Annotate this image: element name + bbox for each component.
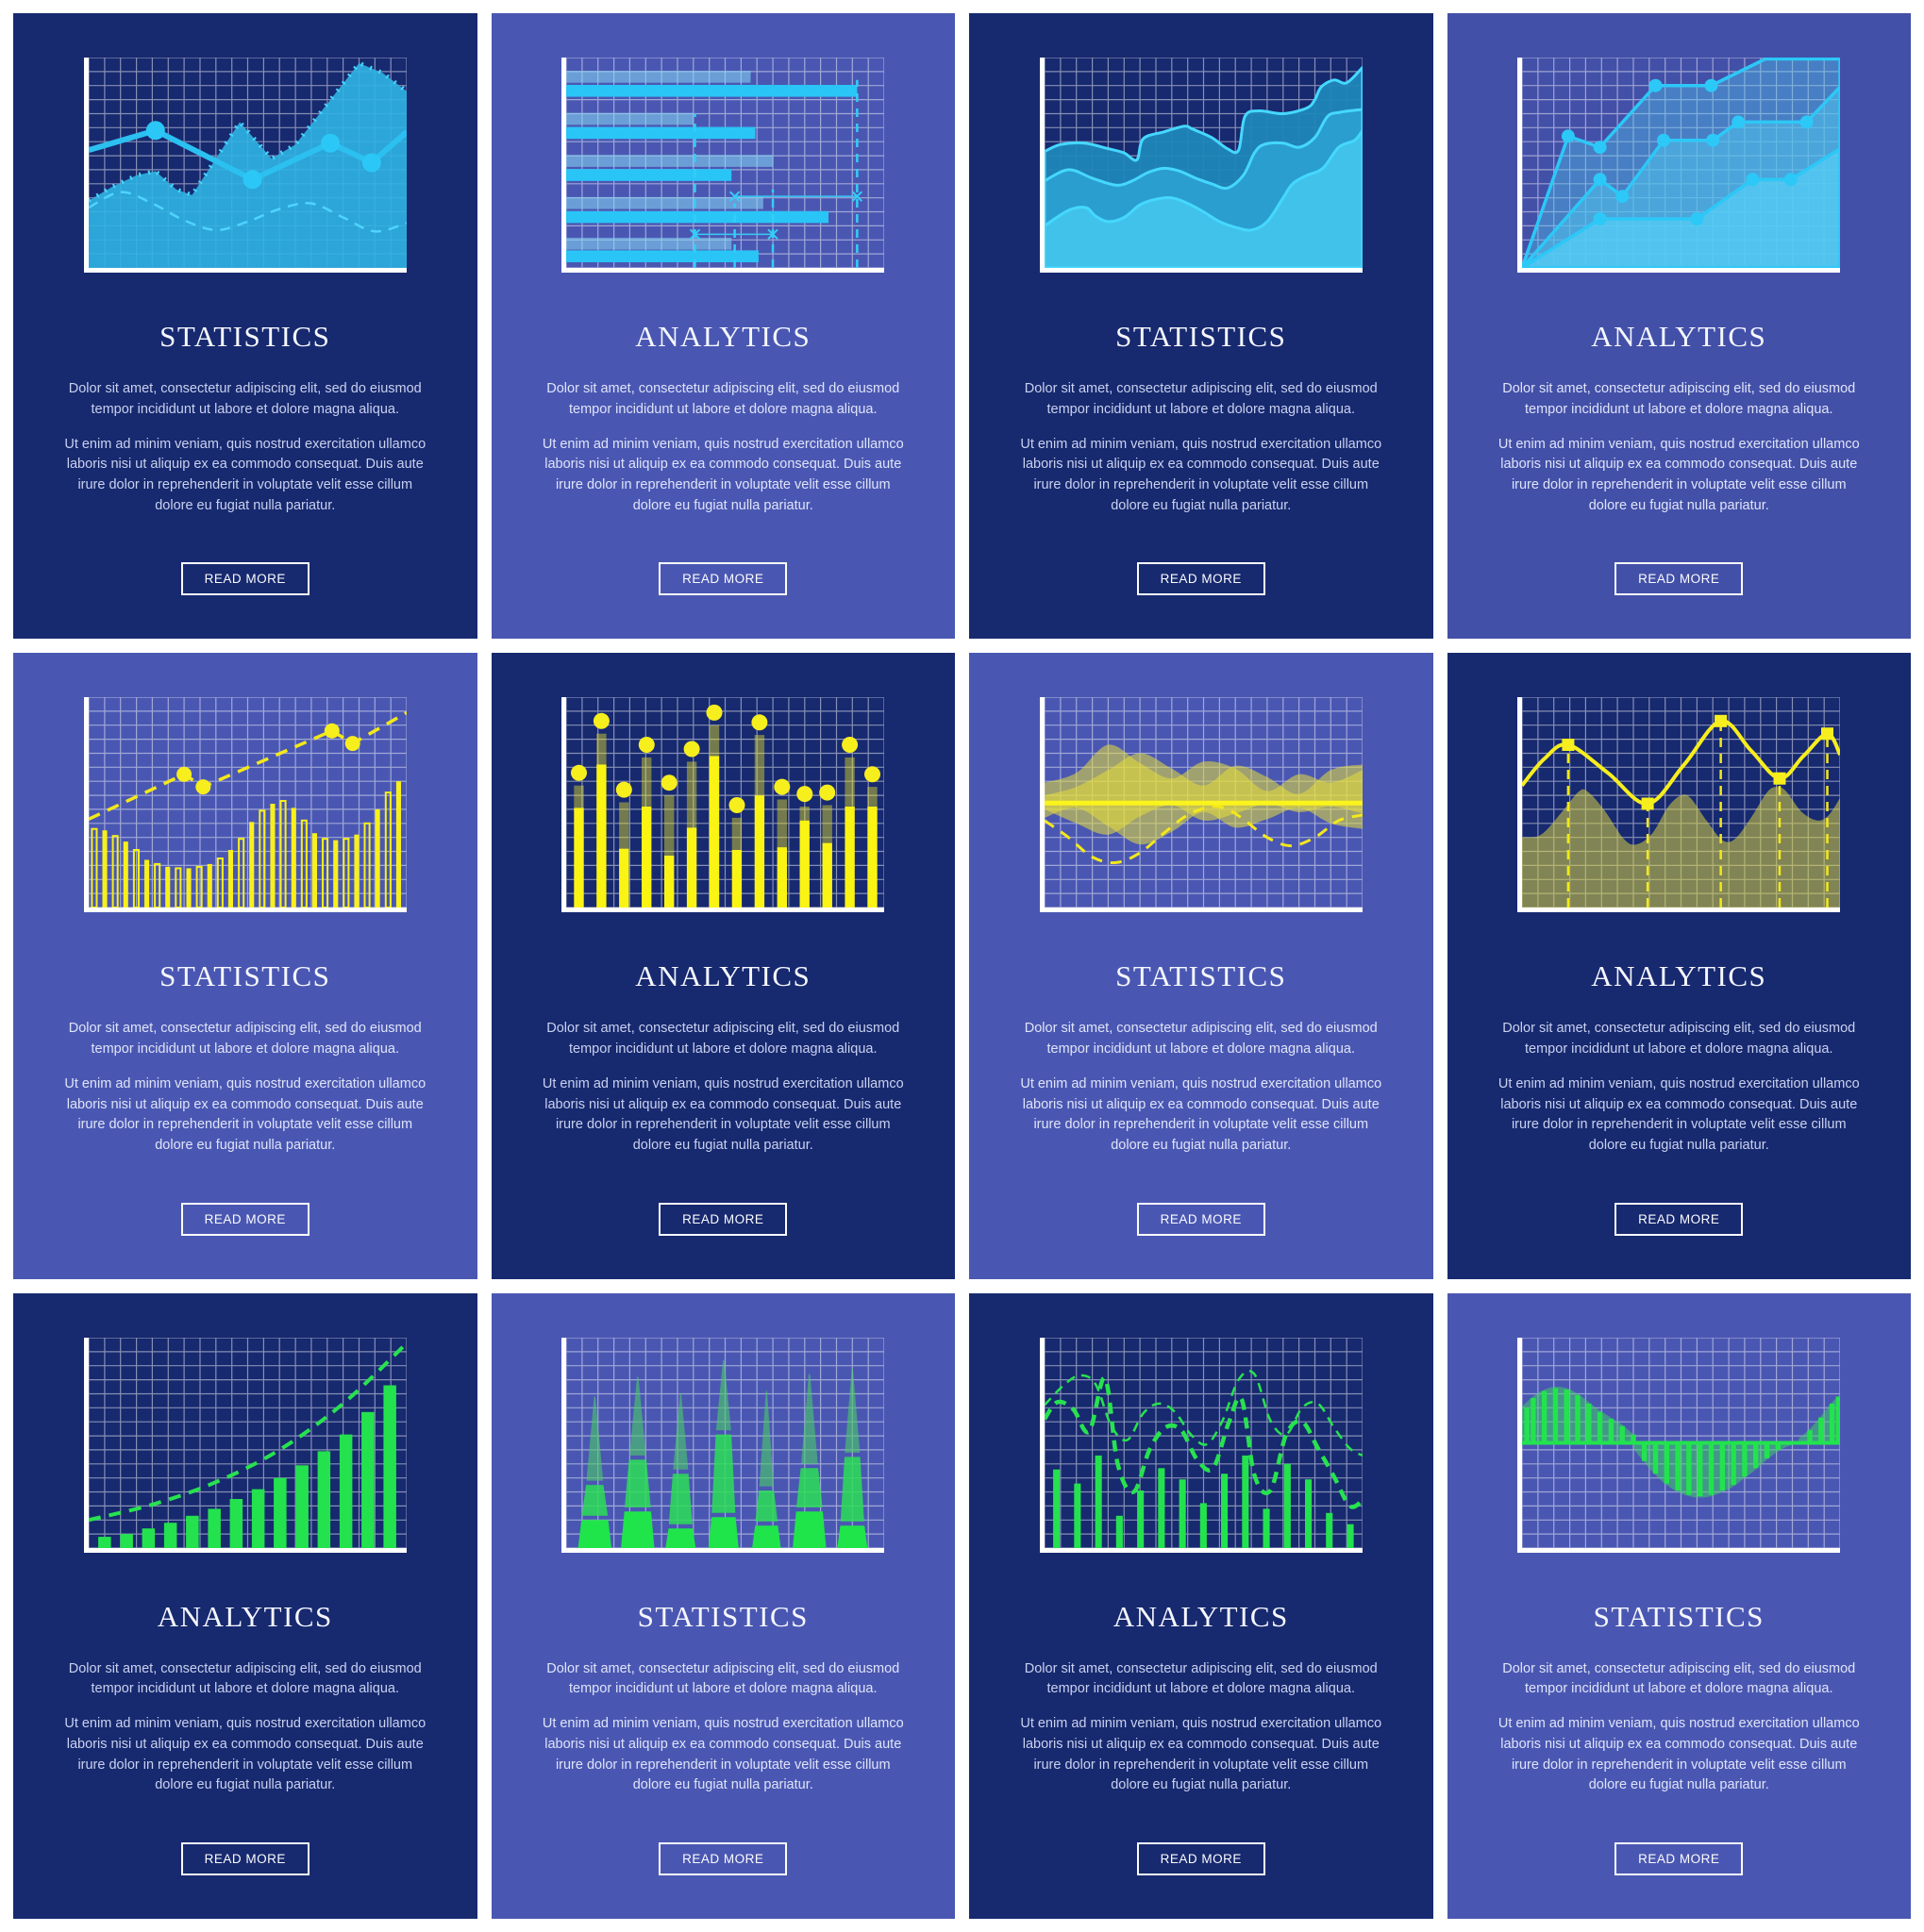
card-paragraph-2: Ut enim ad minim veniam, quis nostrud ex… xyxy=(64,1075,427,1154)
read-more-button[interactable]: READ MORE xyxy=(1136,562,1265,596)
card-statistics-10: STATISTICS Dolor sit amet, consectetur a… xyxy=(491,1292,955,1919)
card-statistics-3: STATISTICS Dolor sit amet, consectetur a… xyxy=(969,13,1433,640)
chart-bars-waves-green xyxy=(1039,1337,1363,1553)
card-paragraph-2: Ut enim ad minim veniam, quis nostrud ex… xyxy=(1497,1075,1860,1154)
card-statistics-7: STATISTICS Dolor sit amet, consectetur a… xyxy=(969,653,1433,1279)
card-analytics-9: ANALYTICS Dolor sit amet, consectetur ad… xyxy=(13,1292,477,1919)
card-title: STATISTICS xyxy=(1115,320,1287,353)
card-analytics-4: ANALYTICS Dolor sit amet, consectetur ad… xyxy=(1447,13,1911,640)
card-paragraph-2: Ut enim ad minim veniam, quis nostrud ex… xyxy=(542,1075,904,1154)
chart-fan-lines-cyan xyxy=(1517,58,1841,273)
chart-canvas xyxy=(1517,58,1841,273)
card-title: ANALYTICS xyxy=(635,959,811,993)
read-more-button[interactable]: READ MORE xyxy=(1614,562,1744,596)
card-paragraph-1: Dolor sit amet, consectetur adipiscing e… xyxy=(1502,1660,1856,1697)
card-statistics-5: STATISTICS Dolor sit amet, consectetur a… xyxy=(13,653,477,1279)
card-paragraph-2: Ut enim ad minim veniam, quis nostrud ex… xyxy=(1020,1716,1382,1793)
chart-stream-yellow xyxy=(1039,697,1363,913)
chart-canvas xyxy=(561,697,885,913)
read-more-button[interactable]: READ MORE xyxy=(659,562,788,596)
card-analytics-2: ANALYTICS Dolor sit amet, consectetur ad… xyxy=(491,13,955,640)
chart-canvas xyxy=(1039,697,1363,913)
card-title: ANALYTICS xyxy=(1591,959,1767,993)
card-paragraph-1: Dolor sit amet, consectetur adipiscing e… xyxy=(546,1021,900,1058)
chart-canvas xyxy=(561,58,885,273)
read-more-button[interactable]: READ MORE xyxy=(1136,1202,1265,1236)
card-title: STATISTICS xyxy=(159,959,331,993)
card-paragraph-2: Ut enim ad minim veniam, quis nostrud ex… xyxy=(64,1716,427,1793)
read-more-button[interactable]: READ MORE xyxy=(180,562,310,596)
chart-curve-squares-yellow xyxy=(1517,697,1841,913)
card-paragraph-1: Dolor sit amet, consectetur adipiscing e… xyxy=(546,381,900,417)
chart-bars-dots-yellow xyxy=(561,697,885,913)
chart-canvas xyxy=(83,1337,407,1553)
card-title: ANALYTICS xyxy=(635,320,811,353)
card-paragraph-2: Ut enim ad minim veniam, quis nostrud ex… xyxy=(542,436,904,513)
chart-canvas xyxy=(1039,1337,1363,1553)
read-more-button[interactable]: READ MORE xyxy=(659,1202,788,1236)
chart-canvas xyxy=(561,1337,885,1553)
chart-growth-bars-green xyxy=(83,1337,407,1553)
chart-line-dots-cyan xyxy=(83,58,407,273)
card-title: STATISTICS xyxy=(1115,959,1287,993)
card-title: ANALYTICS xyxy=(157,1599,333,1633)
chart-canvas xyxy=(1039,58,1363,273)
card-paragraph-2: Ut enim ad minim veniam, quis nostrud ex… xyxy=(1497,1716,1860,1793)
card-paragraph-2: Ut enim ad minim veniam, quis nostrud ex… xyxy=(64,436,427,513)
read-more-button[interactable]: READ MORE xyxy=(659,1841,788,1875)
card-title: ANALYTICS xyxy=(1591,320,1767,353)
card-analytics-8: ANALYTICS Dolor sit amet, consectetur ad… xyxy=(1447,653,1911,1279)
card-paragraph-1: Dolor sit amet, consectetur adipiscing e… xyxy=(68,1021,422,1058)
card-paragraph-1: Dolor sit amet, consectetur adipiscing e… xyxy=(1502,1021,1856,1058)
card-title: STATISTICS xyxy=(1593,1599,1765,1633)
card-statistics-1: STATISTICS Dolor sit amet, consectetur a… xyxy=(13,13,477,640)
chart-stacked-area-cyan xyxy=(1039,58,1363,273)
read-more-button[interactable]: READ MORE xyxy=(180,1841,310,1875)
card-paragraph-1: Dolor sit amet, consectetur adipiscing e… xyxy=(68,381,422,417)
card-paragraph-1: Dolor sit amet, consectetur adipiscing e… xyxy=(546,1660,900,1697)
card-paragraph-2: Ut enim ad minim veniam, quis nostrud ex… xyxy=(1020,1075,1382,1154)
card-paragraph-2: Ut enim ad minim veniam, quis nostrud ex… xyxy=(1020,436,1382,513)
card-paragraph-2: Ut enim ad minim veniam, quis nostrud ex… xyxy=(1497,436,1860,513)
chart-waveform-green xyxy=(1517,1337,1841,1553)
card-paragraph-1: Dolor sit amet, consectetur adipiscing e… xyxy=(1024,1660,1378,1697)
chart-canvas xyxy=(83,697,407,913)
card-title: STATISTICS xyxy=(159,320,331,353)
read-more-button[interactable]: READ MORE xyxy=(180,1202,310,1236)
chart-canvas xyxy=(1517,697,1841,913)
card-title: STATISTICS xyxy=(637,1599,809,1633)
chart-bars-trend-yellow xyxy=(83,697,407,913)
card-paragraph-1: Dolor sit amet, consectetur adipiscing e… xyxy=(1502,381,1856,417)
chart-hbars-cyan xyxy=(561,58,885,273)
chart-cones-green xyxy=(561,1337,885,1553)
card-paragraph-2: Ut enim ad minim veniam, quis nostrud ex… xyxy=(542,1716,904,1793)
card-paragraph-1: Dolor sit amet, consectetur adipiscing e… xyxy=(1024,1021,1378,1058)
card-paragraph-1: Dolor sit amet, consectetur adipiscing e… xyxy=(1024,381,1378,417)
card-analytics-6: ANALYTICS Dolor sit amet, consectetur ad… xyxy=(491,653,955,1279)
chart-canvas xyxy=(1517,1337,1841,1553)
read-more-button[interactable]: READ MORE xyxy=(1614,1841,1744,1875)
card-title: ANALYTICS xyxy=(1113,1599,1289,1633)
chart-canvas xyxy=(83,58,407,273)
read-more-button[interactable]: READ MORE xyxy=(1614,1202,1744,1236)
card-statistics-12: STATISTICS Dolor sit amet, consectetur a… xyxy=(1447,1292,1911,1919)
card-analytics-11: ANALYTICS Dolor sit amet, consectetur ad… xyxy=(969,1292,1433,1919)
card-paragraph-1: Dolor sit amet, consectetur adipiscing e… xyxy=(68,1660,422,1697)
read-more-button[interactable]: READ MORE xyxy=(1136,1841,1265,1875)
